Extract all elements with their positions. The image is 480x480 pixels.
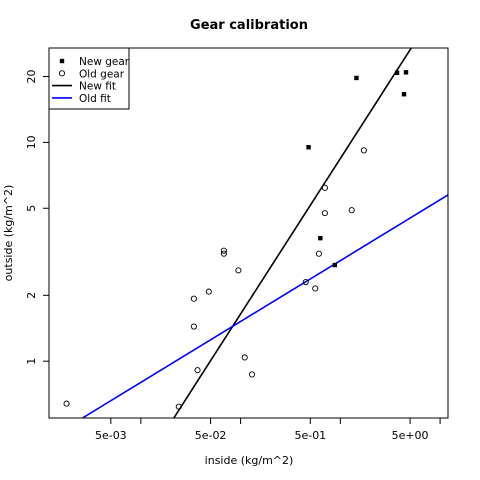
legend-label: New fit (79, 81, 116, 93)
fit-line-3 (82, 194, 448, 418)
legend-box (48, 47, 130, 110)
x-tick-label: 5e+00 (392, 429, 429, 442)
x-tick-label: 5e-01 (294, 429, 326, 442)
data-points (63, 70, 409, 410)
y-tick-label: 5 (25, 205, 38, 212)
old-gear-point (302, 278, 309, 286)
new-gear-point (394, 70, 400, 75)
old-gear-point (235, 267, 242, 274)
x-tick-label: 5e-03 (95, 429, 127, 442)
legend-circle-swatch (58, 70, 66, 77)
fit-lines (82, 48, 448, 418)
y-axis-label: outside (kg/m^2) (2, 185, 15, 282)
old-gear-point (63, 400, 70, 407)
x-tick-label: 5e-02 (195, 429, 227, 442)
legend-label: Old gear (79, 68, 125, 80)
legend-label: Old fit (79, 93, 111, 105)
old-gear-point (312, 285, 319, 292)
y-tick-label: 20 (25, 70, 38, 84)
old-gear-point (248, 371, 256, 378)
y-tick-label: 1 (25, 358, 38, 365)
old-gear-point (190, 295, 197, 302)
axes: 5e-03 5e-02 5e-01 5e+00 1 2 5 10 20 (25, 47, 449, 442)
chart-title: Gear calibration (190, 18, 308, 33)
legend-label: New gear (79, 56, 130, 68)
old-gear-point (220, 247, 227, 254)
old-gear-point (205, 288, 212, 295)
new-gear-point (354, 75, 359, 81)
old-gear-point (241, 354, 248, 361)
old-gear-point (315, 250, 322, 257)
old-gear-point (321, 210, 328, 217)
old-gear-point (348, 207, 355, 214)
old-gear-point (190, 323, 197, 330)
plot-frame (48, 47, 449, 419)
old-gear-point (194, 367, 201, 374)
y-tick-label: 10 (25, 135, 38, 149)
new-gear-point (403, 70, 409, 75)
old-gear-point (360, 147, 367, 154)
old-gear-point (175, 403, 182, 410)
old-gear-point (220, 250, 227, 257)
new-gear-point (332, 262, 338, 268)
x-axis-label: inside (kg/m^2) (205, 454, 294, 467)
fit-line-2 (173, 48, 412, 418)
legend-square-swatch (59, 58, 65, 64)
old-gear-point (321, 184, 328, 191)
new-gear-point (306, 145, 311, 150)
new-gear-point (401, 92, 407, 97)
new-gear-point (318, 235, 323, 241)
y-tick-label: 2 (25, 292, 38, 299)
